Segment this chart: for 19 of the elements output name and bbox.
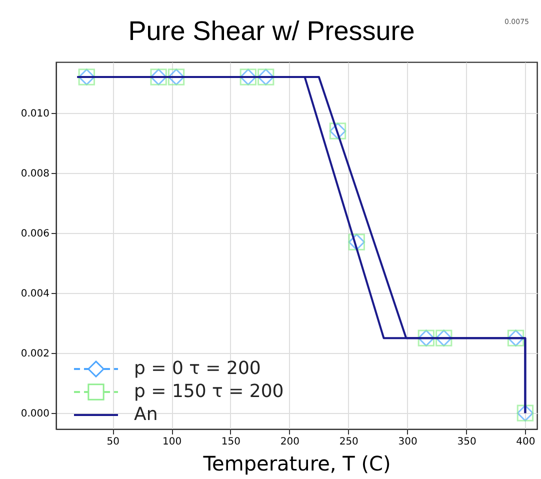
- chart-title: Pure Shear w/ Pressure: [128, 16, 415, 46]
- legend-label: p = 150 τ = 200: [134, 381, 284, 402]
- x-tick-label: 100: [162, 436, 182, 448]
- x-tick-label: 150: [221, 436, 241, 448]
- legend-label: p = 0 τ = 200: [134, 358, 261, 379]
- legend-label: An: [134, 404, 158, 425]
- y-tick-label: 0.004: [20, 288, 50, 300]
- y-tick-label: 0.010: [20, 108, 50, 120]
- y-tick-label: 0.006: [20, 228, 50, 240]
- y-tick-label: 0.002: [20, 348, 50, 360]
- y-tick-label: 0.000: [20, 408, 50, 420]
- x-tick-label: 200: [280, 436, 300, 448]
- x-tick-label: 350: [457, 436, 476, 448]
- y-tick-label: 0.008: [20, 168, 50, 180]
- x-axis-title: Temperature, T (C): [202, 452, 391, 476]
- x-tick-label: 250: [339, 436, 358, 448]
- x-tick-label: 300: [398, 436, 418, 448]
- x-tick-label: 400: [516, 436, 536, 448]
- x-tick-label: 50: [106, 436, 120, 448]
